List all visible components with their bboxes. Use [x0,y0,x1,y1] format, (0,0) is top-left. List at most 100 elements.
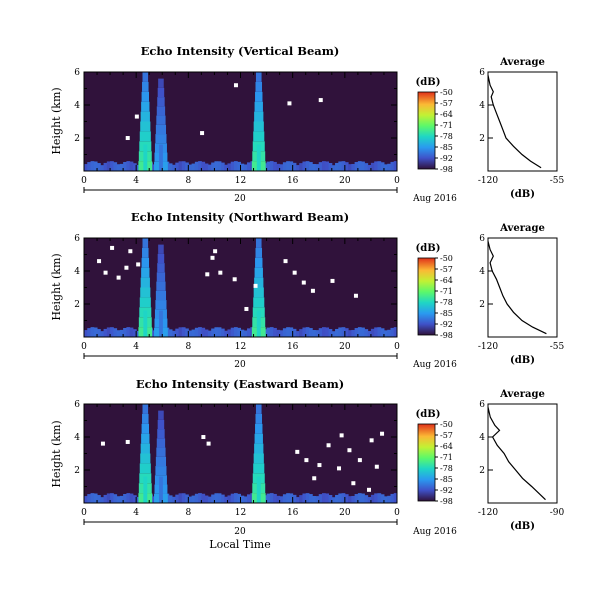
y-tick-label: 2 [74,134,80,144]
echo-cell [90,493,95,503]
echo-cell [295,497,300,503]
colorbar-tick-label: -98 [440,165,453,174]
colorbar-gradient [417,91,436,170]
echo-cell [377,161,382,171]
echo-cell [308,494,313,503]
echo-cell [181,493,186,503]
echo-cell [374,327,378,337]
echo-cell [185,162,189,171]
echo-burst-cell [155,466,167,476]
echo-cell [227,495,232,503]
echo-cell [93,161,98,171]
echo-burst-cell [139,131,151,142]
y-tick-label: 6 [74,68,80,78]
x-tick-label: 0 [81,176,87,186]
echo-cell [380,494,385,503]
echo-cell [116,496,121,503]
echo-burst-cell [157,97,165,107]
echo-cell [247,328,251,337]
echo-cell [110,161,114,171]
echo-cell [383,496,388,503]
echo-cell [305,493,310,503]
echo-burst-cell [255,91,263,102]
echo-cell [240,495,245,503]
echo-cell [100,165,105,171]
echo-cell [299,329,303,337]
echo-cell [367,165,372,171]
echo-burst-cell [255,238,262,248]
echo-cell [172,330,176,337]
echo-cell [224,496,228,503]
echo-cell [207,330,212,337]
echo-cell [243,330,248,337]
colorbar: (dB)-50 -57 -64 -71 -78 -85 -92 -98 [416,243,453,340]
echo-cell [211,494,215,503]
heatmap-axes: 0 4 8 12 16 20 0 2 4 6 [74,68,400,193]
echo-cell [185,328,189,337]
echo-cell [175,328,180,337]
echo-cell [97,495,101,503]
echo-cell [325,161,330,171]
echo-burst-cell [253,287,264,298]
colorbar-tick-label: -71 [440,287,453,296]
echo-burst-core [143,476,148,503]
echo-cell [136,164,140,171]
echo-cell [119,329,124,337]
echo-cell [172,496,176,503]
echo-burst-cell [155,300,167,310]
missing-cell [369,438,374,443]
y-axis-label: Height (km) [50,253,63,320]
echo-cell [84,164,88,171]
echo-cell [361,327,365,337]
echo-cell [387,329,391,337]
echo-burst-cell [255,81,263,92]
echo-heatmap [84,404,398,503]
echo-cell [364,329,369,337]
echo-cell [331,331,336,337]
colorbar-tick-label: -50 [440,420,453,429]
missing-cell [125,439,130,444]
echo-burst-core [158,144,163,171]
x-tick-label: 12 [235,176,246,186]
panel-vertical-beam: Echo Intensity (Vertical Beam) Height (k… [50,44,565,204]
echo-burst-cell [140,453,151,464]
echo-burst-cell [254,267,263,278]
echo-burst-cell [157,253,165,264]
echo-cell [136,330,140,337]
echo-burst-cell [142,81,149,92]
echo-cell [374,493,378,503]
echo-cell [279,330,284,337]
average-frame [487,403,558,504]
missing-cell [295,449,300,454]
echo-cell [204,329,209,337]
x-tick-label: 16 [287,508,299,518]
day-label: 20 [234,194,246,204]
average-profile: Average 2 4 6 -120 -55 (dB) [478,57,565,200]
x-tick-label: 0 [394,342,400,352]
colorbar-title: (dB) [416,409,441,420]
colorbar-gradient [417,423,436,502]
echo-cell [240,329,245,337]
echo-cell [106,327,111,337]
echo-burst-cell [254,433,263,444]
echo-burst-cell [157,263,165,273]
average-x-tick-label: -120 [478,176,498,186]
echo-cell [201,493,206,503]
echo-cell [237,327,241,337]
echo-cell [119,495,124,503]
echo-cell [97,329,101,337]
echo-burst-cell [156,281,166,291]
x-tick-label: 16 [287,342,299,352]
missing-cell [200,131,205,136]
echo-cell [331,497,336,503]
echo-cell [198,327,202,337]
echo-cell [273,327,277,337]
echo-cell [194,161,199,171]
echo-cell [132,329,137,337]
average-y-tick-label: 4 [479,101,485,111]
missing-cell [201,435,206,440]
echo-cell [168,163,173,171]
colorbar-tick-label: -64 [440,276,453,285]
echo-cell [380,162,385,171]
echo-cell [214,327,219,337]
